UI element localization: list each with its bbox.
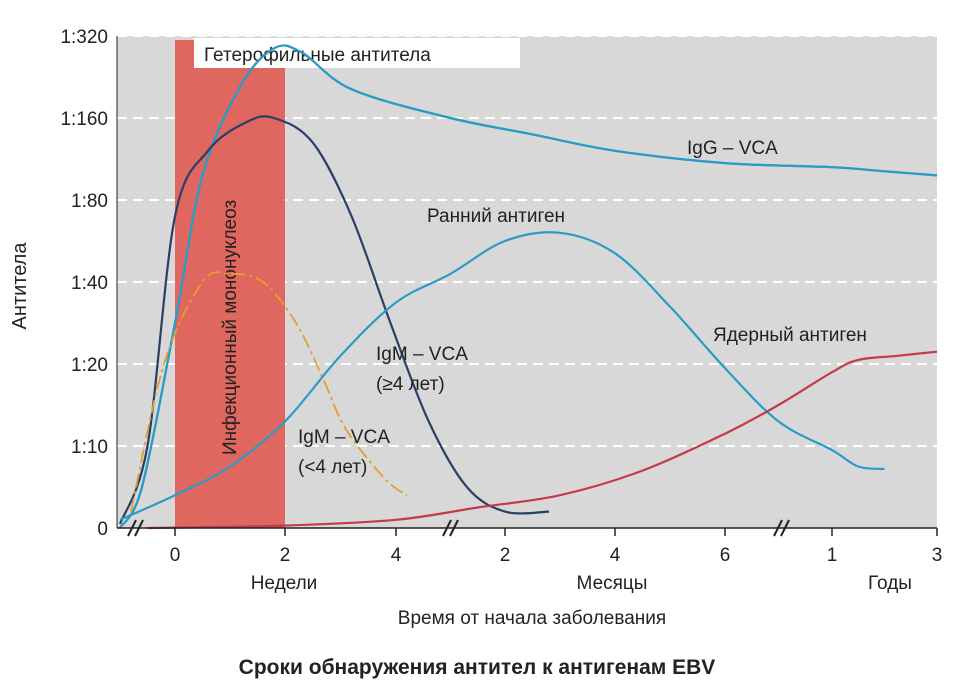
axis-break-left xyxy=(127,519,144,537)
label-igm-vca-ge4-line1: IgM – VCA xyxy=(376,344,468,365)
curve-early-antigen xyxy=(119,231,885,521)
y-tick-label: 1:10 xyxy=(71,437,108,458)
y-tick-label: 1:20 xyxy=(71,355,108,376)
mononucleosis-band-label: Инфекционный мононуклеоз xyxy=(220,200,241,455)
label-igm-vca-lt4-line2: (<4 лет) xyxy=(298,457,367,478)
y-axis-title: Антитела xyxy=(9,242,31,330)
y-tick-label: 1:40 xyxy=(71,273,108,294)
y-tick-label: 1:320 xyxy=(60,27,108,48)
x-tick-label: 6 xyxy=(720,545,731,566)
x-unit-years: Годы xyxy=(868,573,912,594)
x-tick-label: 0 xyxy=(170,545,181,566)
x-tick-labels: 0 2 4 2 4 6 1 3 xyxy=(170,528,943,566)
x-tick-label: 1 xyxy=(827,545,838,566)
label-early-antigen: Ранний антиген xyxy=(427,206,565,227)
label-nuclear-antigen: Ядерный антиген xyxy=(713,325,867,346)
label-igm-vca-ge4-line2: (≥4 лет) xyxy=(376,374,445,395)
heterophile-label: Гетерофильные антитела xyxy=(204,45,431,66)
x-unit-months: Месяцы xyxy=(577,573,648,594)
y-tick-labels: 0 1:10 1:20 1:40 1:80 1:160 1:320 xyxy=(60,27,108,540)
y-tick-label: 1:80 xyxy=(71,191,108,212)
x-tick-label: 4 xyxy=(391,545,402,566)
curve-igg-vca xyxy=(119,44,938,529)
axis-break-mid xyxy=(442,519,459,537)
x-unit-weeks: Недели xyxy=(251,573,318,594)
figure-caption: Сроки обнаружения антител к антигенам EB… xyxy=(238,656,716,679)
x-axis-title: Время от начала заболевания xyxy=(398,608,666,629)
y-tick-label: 0 xyxy=(97,519,108,540)
curve-igm-vca-ge4 xyxy=(118,115,550,525)
curve-nuclear-antigen xyxy=(147,350,938,530)
x-tick-label: 2 xyxy=(500,545,511,566)
label-igm-vca-lt4-line1: IgM – VCA xyxy=(298,427,390,448)
x-tick-label: 3 xyxy=(932,545,943,566)
y-tick-label: 1:160 xyxy=(60,109,108,130)
axis-break-right xyxy=(773,519,790,537)
heterophile-label-box xyxy=(194,38,520,68)
series-curves xyxy=(118,44,938,530)
x-tick-label: 2 xyxy=(280,545,291,566)
label-igg-vca: IgG – VCA xyxy=(687,138,778,159)
x-tick-label: 4 xyxy=(610,545,621,566)
curve-igm-vca-lt4 xyxy=(130,271,408,512)
